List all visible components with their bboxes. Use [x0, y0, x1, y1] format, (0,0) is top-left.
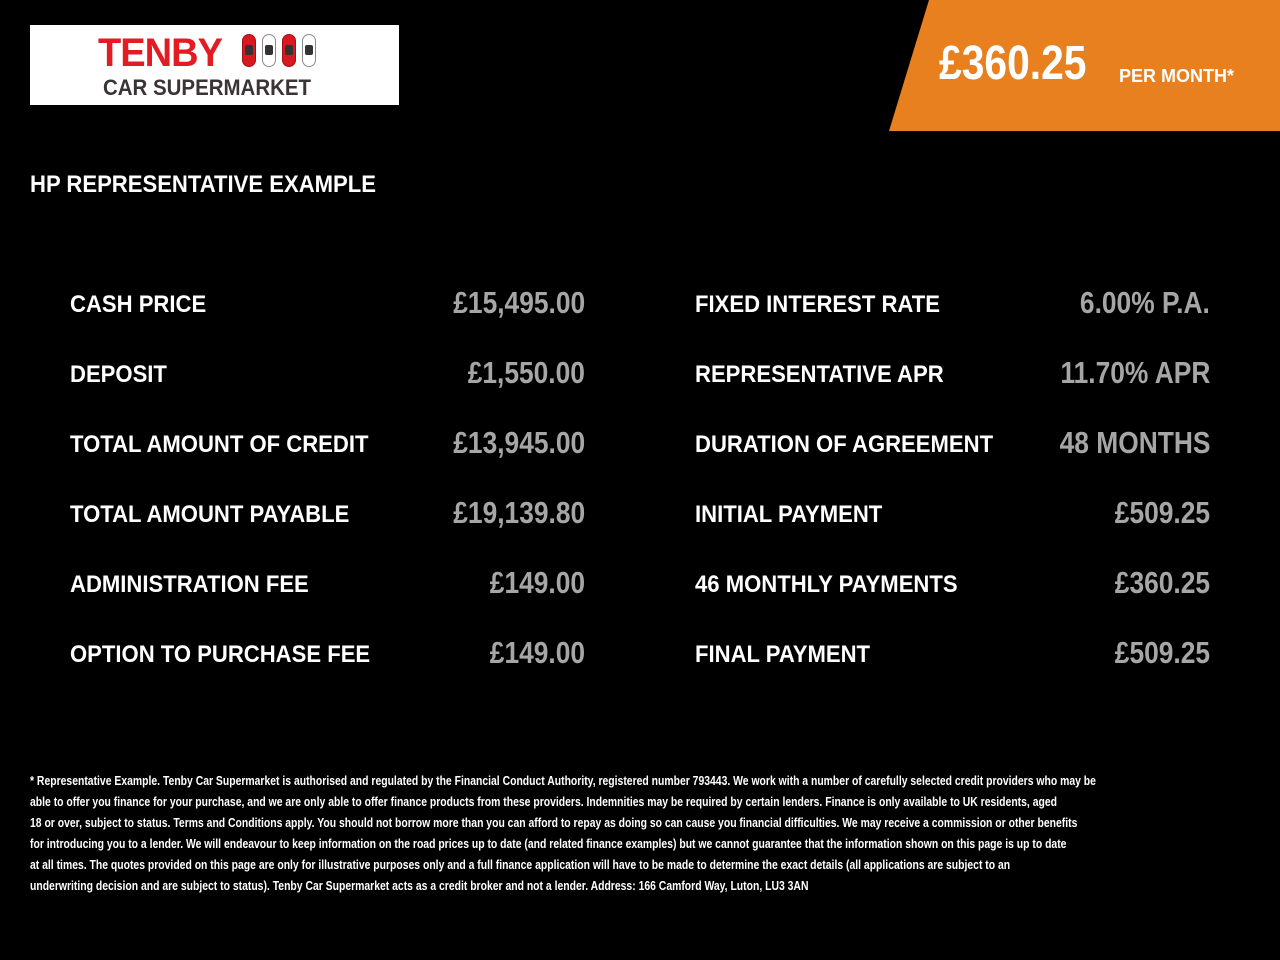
detail-row: TOTAL AMOUNT PAYABLE £19,139.80 [70, 495, 585, 565]
detail-label: ADMINISTRATION FEE [70, 571, 309, 598]
detail-row: INITIAL PAYMENT £509.25 [695, 495, 1210, 565]
car-icon [302, 34, 316, 67]
per-month-label: PER MONTH* [1119, 66, 1235, 86]
detail-row: CASH PRICE £15,495.00 [70, 285, 585, 355]
detail-row: DURATION OF AGREEMENT 48 MONTHS [695, 425, 1210, 495]
disclaimer-line: underwriting decision and are subject to… [30, 878, 809, 893]
car-icon [242, 34, 256, 67]
monthly-amount: £360.25 [939, 37, 1087, 90]
detail-value: £15,495.00 [453, 285, 585, 320]
detail-label: OPTION TO PURCHASE FEE [70, 641, 371, 668]
finance-details-left: CASH PRICE £15,495.00 DEPOSIT £1,550.00 TO… [70, 285, 585, 705]
tenby-logo: TENBY CAR SUPERMARKET [30, 25, 399, 105]
disclaimer-line: for introducing you to a lender. We will… [30, 836, 1067, 851]
disclaimer-line: * Representative Example. Tenby Car Supe… [30, 773, 1096, 788]
detail-label: FINAL PAYMENT [695, 641, 871, 668]
car-icons [242, 34, 316, 67]
detail-value: £509.25 [1114, 635, 1210, 670]
detail-label: FIXED INTEREST RATE [695, 291, 940, 318]
detail-value: £149.00 [489, 565, 585, 600]
detail-label: REPRESENTATIVE APR [695, 361, 944, 388]
detail-value: 48 MONTHS [1059, 425, 1210, 460]
detail-row: FIXED INTEREST RATE 6.00% P.A. [695, 285, 1210, 355]
disclaimer-line: at all times. The quotes provided on thi… [30, 857, 1011, 872]
detail-label: INITIAL PAYMENT [695, 501, 883, 528]
detail-value: £13,945.00 [453, 425, 585, 460]
detail-value: £509.25 [1114, 495, 1210, 530]
disclaimer-line: 18 or over, subject to status. Terms and… [30, 815, 1078, 830]
car-icon [282, 34, 296, 67]
finance-details-right: FIXED INTEREST RATE 6.00% P.A. REPRESENTA… [695, 285, 1210, 705]
detail-value: £19,139.80 [453, 495, 585, 530]
detail-label: 46 MONTHLY PAYMENTS [695, 571, 958, 598]
detail-label: CASH PRICE [70, 291, 207, 318]
car-icon [262, 34, 276, 67]
monthly-price-banner: £360.25 PER MONTH* [889, 0, 1280, 131]
detail-label: TOTAL AMOUNT PAYABLE [70, 501, 350, 528]
detail-row: ADMINISTRATION FEE £149.00 [70, 565, 585, 635]
page-title: HP REPRESENTATIVE EXAMPLE [30, 171, 376, 198]
detail-row: FINAL PAYMENT £509.25 [695, 635, 1210, 705]
detail-row: TOTAL AMOUNT OF CREDIT £13,945.00 [70, 425, 585, 495]
detail-row: DEPOSIT £1,550.00 [70, 355, 585, 425]
detail-label: DURATION OF AGREEMENT [695, 431, 994, 458]
detail-row: OPTION TO PURCHASE FEE £149.00 [70, 635, 585, 705]
detail-value: £1,550.00 [467, 355, 585, 390]
detail-value: £360.25 [1114, 565, 1210, 600]
disclaimer-line: able to offer you finance for your purch… [30, 794, 1057, 809]
disclaimer: * Representative Example. Tenby Car Supe… [30, 770, 1280, 896]
detail-value: 6.00% P.A. [1080, 285, 1210, 320]
detail-value: 11.70% APR [1060, 355, 1210, 390]
detail-row: REPRESENTATIVE APR 11.70% APR [695, 355, 1210, 425]
detail-label: TOTAL AMOUNT OF CREDIT [70, 431, 369, 458]
detail-row: 46 MONTHLY PAYMENTS £360.25 [695, 565, 1210, 635]
detail-label: DEPOSIT [70, 361, 167, 388]
detail-value: £149.00 [489, 635, 585, 670]
logo-text-tenby: TENBY [98, 31, 223, 75]
logo-text-subtitle: CAR SUPERMARKET [103, 75, 312, 100]
